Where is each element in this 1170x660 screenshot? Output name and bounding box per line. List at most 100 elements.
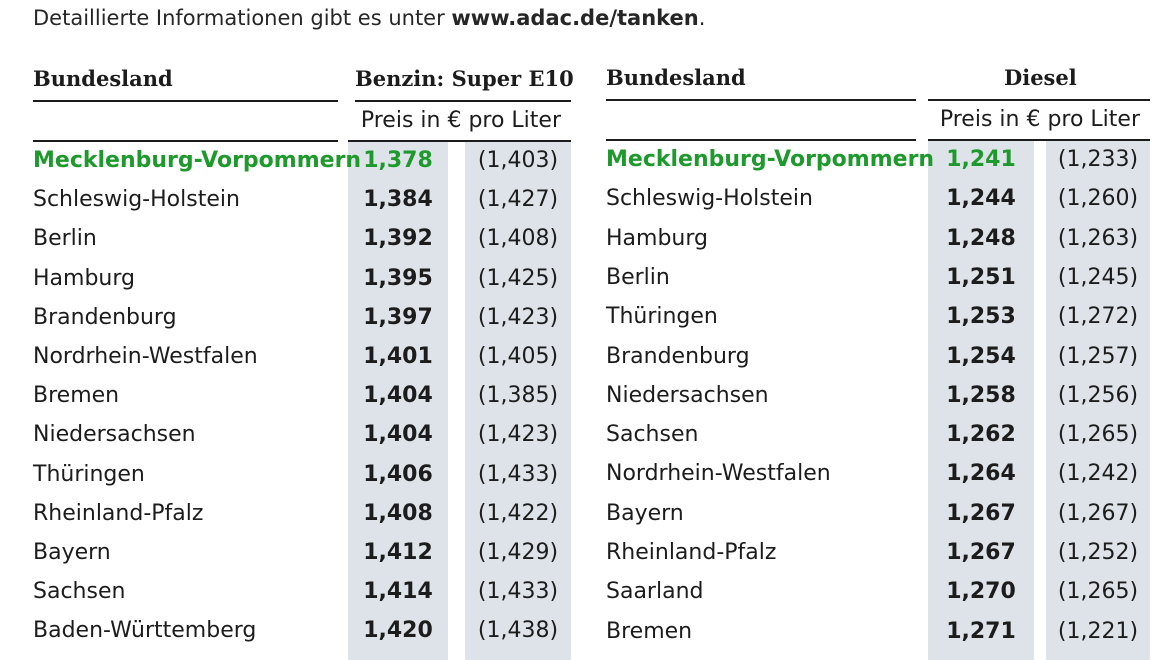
current-price: 1,404 bbox=[363, 422, 433, 448]
unit-label: Preis in € pro Liter bbox=[348, 102, 571, 140]
current-price: 1,241 bbox=[946, 147, 1016, 172]
benzin-table: Bundesland Benzin: Super E10 Preis in € … bbox=[33, 58, 574, 660]
current-price: 1,404 bbox=[363, 383, 433, 409]
table-row: Nordrhein-Westfalen 1,401 (1,405) bbox=[33, 338, 571, 376]
previous-price: (1,221) bbox=[1057, 618, 1139, 644]
state-name: Saarland bbox=[606, 579, 704, 605]
table-row: Nordrhein-Westfalen 1,264 (1,242) bbox=[606, 455, 1150, 493]
table-row: Saarland 1,270 (1,265) bbox=[606, 573, 1150, 611]
table-row: Mecklenburg-Vorpommern 1,378 (1,403) bbox=[33, 142, 571, 180]
state-name: Niedersachsen bbox=[33, 422, 196, 448]
current-price: 1,270 bbox=[946, 579, 1016, 605]
intro-link[interactable]: www.adac.de/tanken bbox=[451, 6, 699, 30]
current-price: 1,271 bbox=[946, 618, 1016, 644]
current-price: 1,251 bbox=[946, 264, 1016, 290]
table-row: Brandenburg 1,254 (1,257) bbox=[606, 338, 1150, 376]
state-name: Rheinland-Pfalz bbox=[606, 540, 777, 565]
previous-column-shade bbox=[465, 138, 571, 660]
state-name: Rheinland-Pfalz bbox=[33, 500, 204, 526]
table-row: Sachsen 1,262 (1,265) bbox=[606, 416, 1150, 454]
intro-prefix: Detaillierte Informationen gibt es unter bbox=[33, 6, 452, 30]
table-row: Rheinland-Pfalz 1,267 (1,252) bbox=[606, 534, 1150, 572]
previous-price: (1,433) bbox=[477, 579, 559, 605]
state-column-header: Bundesland bbox=[33, 66, 173, 91]
price-column-shade bbox=[348, 138, 448, 660]
state-name: Schleswig-Holstein bbox=[33, 187, 240, 213]
table-row: Thüringen 1,253 (1,272) bbox=[606, 298, 1150, 336]
diesel-table: Bundesland Diesel Preis in € pro Liter M… bbox=[606, 58, 1150, 660]
current-price: 1,258 bbox=[946, 382, 1016, 408]
previous-column-shade bbox=[1046, 138, 1150, 660]
state-name: Brandenburg bbox=[33, 304, 177, 330]
current-price: 1,414 bbox=[363, 579, 433, 605]
state-name: Nordrhein-Westfalen bbox=[33, 344, 258, 369]
previous-price: (1,245) bbox=[1057, 264, 1139, 290]
state-name: Bayern bbox=[33, 540, 111, 565]
state-name: Bremen bbox=[606, 618, 693, 644]
previous-price: (1,429) bbox=[477, 540, 559, 565]
current-price: 1,406 bbox=[363, 461, 433, 487]
previous-price: (1,257) bbox=[1057, 343, 1139, 369]
table-row: Rheinland-Pfalz 1,408 (1,422) bbox=[33, 495, 571, 533]
table-row: Niedersachsen 1,404 (1,423) bbox=[33, 416, 571, 454]
table-row: Schleswig-Holstein 1,244 (1,260) bbox=[606, 180, 1150, 218]
state-name: Niedersachsen bbox=[606, 382, 769, 408]
current-price: 1,378 bbox=[363, 148, 433, 173]
previous-price: (1,425) bbox=[477, 265, 559, 291]
table-row: Berlin 1,251 (1,245) bbox=[606, 259, 1150, 297]
previous-price: (1,256) bbox=[1057, 382, 1139, 408]
header-rule bbox=[928, 99, 1150, 101]
previous-price: (1,427) bbox=[477, 187, 559, 213]
state-name: Baden-Württemberg bbox=[33, 618, 257, 644]
table-row: Hamburg 1,395 (1,425) bbox=[33, 260, 571, 298]
previous-price: (1,265) bbox=[1057, 579, 1139, 605]
table-row: Niedersachsen 1,258 (1,256) bbox=[606, 377, 1150, 415]
state-name: Bremen bbox=[33, 383, 120, 409]
unit-label: Preis in € pro Liter bbox=[928, 101, 1150, 139]
state-name: Schleswig-Holstein bbox=[606, 186, 813, 212]
state-name: Berlin bbox=[33, 226, 97, 252]
state-name: Mecklenburg-Vorpommern bbox=[606, 147, 935, 172]
previous-price: (1,422) bbox=[477, 500, 559, 526]
previous-price: (1,252) bbox=[1057, 540, 1139, 565]
intro-suffix: . bbox=[698, 6, 706, 30]
current-price: 1,244 bbox=[946, 186, 1016, 212]
current-price: 1,408 bbox=[363, 500, 433, 526]
previous-price: (1,433) bbox=[477, 461, 559, 487]
previous-price: (1,242) bbox=[1057, 461, 1139, 487]
previous-price: (1,267) bbox=[1057, 500, 1139, 526]
state-name: Mecklenburg-Vorpommern bbox=[33, 148, 362, 173]
current-price: 1,392 bbox=[363, 226, 433, 252]
table-row: Schleswig-Holstein 1,384 (1,427) bbox=[33, 181, 571, 219]
current-price: 1,267 bbox=[946, 540, 1016, 565]
table-row: Bremen 1,404 (1,385) bbox=[33, 377, 571, 415]
current-price: 1,253 bbox=[946, 304, 1016, 330]
table-row: Brandenburg 1,397 (1,423) bbox=[33, 299, 571, 337]
state-name: Thüringen bbox=[606, 304, 718, 330]
state-name: Berlin bbox=[606, 264, 670, 290]
previous-price: (1,385) bbox=[477, 383, 559, 409]
previous-price: (1,438) bbox=[477, 618, 559, 644]
state-name: Hamburg bbox=[33, 265, 135, 291]
subheader-rule bbox=[33, 140, 338, 142]
previous-price: (1,408) bbox=[477, 226, 559, 252]
header-rule bbox=[355, 100, 571, 102]
previous-price: (1,405) bbox=[477, 344, 559, 369]
subheader-rule bbox=[606, 139, 916, 141]
current-price: 1,412 bbox=[363, 540, 433, 565]
table-row: Bayern 1,267 (1,267) bbox=[606, 495, 1150, 533]
current-price: 1,384 bbox=[363, 187, 433, 213]
table-row: Hamburg 1,248 (1,263) bbox=[606, 220, 1150, 258]
previous-price: (1,265) bbox=[1057, 422, 1139, 448]
subheader-rule bbox=[928, 139, 1150, 141]
previous-price: (1,403) bbox=[477, 148, 559, 173]
state-name: Sachsen bbox=[606, 422, 699, 448]
state-name: Nordrhein-Westfalen bbox=[606, 461, 831, 487]
table-row: Sachsen 1,414 (1,433) bbox=[33, 573, 571, 611]
current-price: 1,264 bbox=[946, 461, 1016, 487]
state-name: Thüringen bbox=[33, 461, 145, 487]
state-name: Brandenburg bbox=[606, 343, 750, 369]
current-price: 1,395 bbox=[363, 265, 433, 291]
table-row: Mecklenburg-Vorpommern 1,241 (1,233) bbox=[606, 141, 1150, 179]
table-row: Berlin 1,392 (1,408) bbox=[33, 220, 571, 258]
